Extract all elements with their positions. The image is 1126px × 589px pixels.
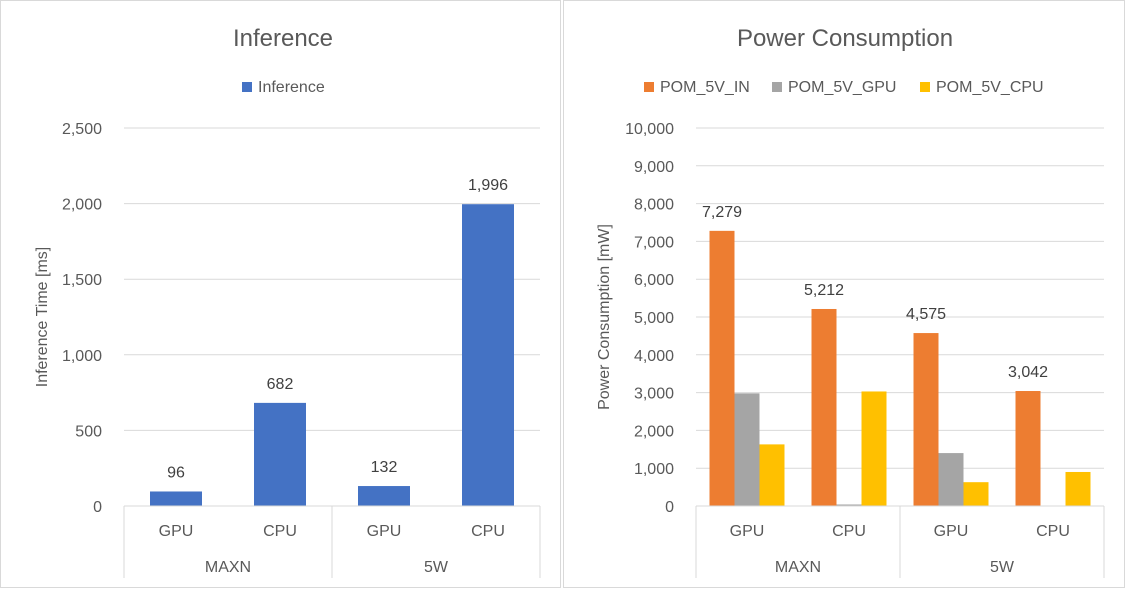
x-tick-label: GPU bbox=[934, 523, 969, 540]
bar-inference bbox=[254, 402, 306, 506]
power-chart-panel: Power Consumption POM_5V_IN POM_5V_GPU POM_… bbox=[563, 0, 1125, 588]
legend-label-2: POM_5V_CPU bbox=[936, 79, 1044, 96]
y-tick-label: 3,000 bbox=[634, 386, 674, 403]
y-tick-label: 9,000 bbox=[634, 159, 674, 176]
data-label: 4,575 bbox=[906, 306, 946, 323]
inference-chart-panel: Inference Inference 0 500 1,000 1,500 2,000 2,5… bbox=[0, 0, 561, 588]
bar-pom-5v-cpu bbox=[963, 482, 989, 506]
legend-swatch-1 bbox=[772, 82, 782, 92]
y-tick-label: 0 bbox=[93, 499, 102, 516]
chart-title: Inference bbox=[233, 25, 333, 52]
y-tick-label: 7,000 bbox=[634, 234, 674, 251]
bar-pom-5v-gpu bbox=[836, 504, 862, 506]
y-tick-label: 5,000 bbox=[634, 310, 674, 327]
chart-title: Power Consumption bbox=[737, 25, 953, 52]
y-tick-label: 4,000 bbox=[634, 348, 674, 365]
bar-pom-5v-in bbox=[811, 308, 837, 506]
legend-label-0: Inference bbox=[258, 79, 325, 96]
data-label: 682 bbox=[267, 376, 294, 393]
x-group-label: 5W bbox=[990, 559, 1015, 576]
power-chart: Power Consumption POM_5V_IN POM_5V_GPU POM_… bbox=[596, 25, 1105, 578]
data-label: 1,996 bbox=[468, 177, 508, 194]
y-tick-label: 8,000 bbox=[634, 197, 674, 214]
bar-inference bbox=[462, 204, 514, 506]
bar-inference bbox=[150, 491, 202, 506]
bar-pom-5v-gpu bbox=[734, 393, 760, 506]
data-label: 5,212 bbox=[804, 282, 844, 299]
legend-label-0: POM_5V_IN bbox=[660, 79, 750, 96]
y-tick-label: 6,000 bbox=[634, 272, 674, 289]
x-tick-label: GPU bbox=[730, 523, 765, 540]
inference-chart: Inference Inference 0 500 1,000 1,500 2,000 2,5… bbox=[34, 25, 541, 578]
bar-pom-5v-in bbox=[913, 333, 939, 506]
y-tick-label: 2,500 bbox=[62, 121, 102, 138]
x-tick-label: CPU bbox=[832, 523, 866, 540]
bar-pom-5v-cpu bbox=[759, 444, 785, 506]
data-label: 7,279 bbox=[702, 204, 742, 221]
x-group-label: MAXN bbox=[205, 559, 251, 576]
y-tick-label: 10,000 bbox=[625, 121, 674, 138]
legend-swatch-0 bbox=[644, 82, 654, 92]
bar-inference bbox=[358, 486, 410, 506]
bar-pom-5v-in bbox=[709, 230, 735, 506]
data-label: 3,042 bbox=[1008, 364, 1048, 381]
x-tick-label: GPU bbox=[159, 523, 194, 540]
bar-pom-5v-cpu bbox=[1065, 471, 1091, 506]
y-tick-label: 1,000 bbox=[62, 348, 102, 365]
y-tick-label: 1,000 bbox=[634, 461, 674, 478]
legend-label-1: POM_5V_GPU bbox=[788, 79, 896, 96]
x-tick-label: GPU bbox=[367, 523, 402, 540]
data-label: 132 bbox=[371, 459, 398, 476]
legend-swatch-0 bbox=[242, 82, 252, 92]
x-tick-label: CPU bbox=[471, 523, 505, 540]
y-axis-label: Inference Time [ms] bbox=[34, 247, 51, 388]
bar-pom-5v-in bbox=[1015, 391, 1041, 506]
x-group-label: 5W bbox=[424, 559, 449, 576]
x-group-label: MAXN bbox=[775, 559, 821, 576]
bar-pom-5v-gpu bbox=[938, 453, 964, 506]
data-label: 96 bbox=[167, 464, 185, 481]
bar-pom-5v-cpu bbox=[861, 391, 887, 506]
y-tick-label: 1,500 bbox=[62, 272, 102, 289]
legend-swatch-2 bbox=[920, 82, 930, 92]
x-tick-label: CPU bbox=[263, 523, 297, 540]
y-tick-label: 2,000 bbox=[62, 197, 102, 214]
y-axis-label: Power Consumption [mW] bbox=[596, 224, 613, 410]
y-tick-label: 0 bbox=[665, 499, 674, 516]
y-tick-label: 2,000 bbox=[634, 423, 674, 440]
y-tick-label: 500 bbox=[75, 423, 102, 440]
x-tick-label: CPU bbox=[1036, 523, 1070, 540]
